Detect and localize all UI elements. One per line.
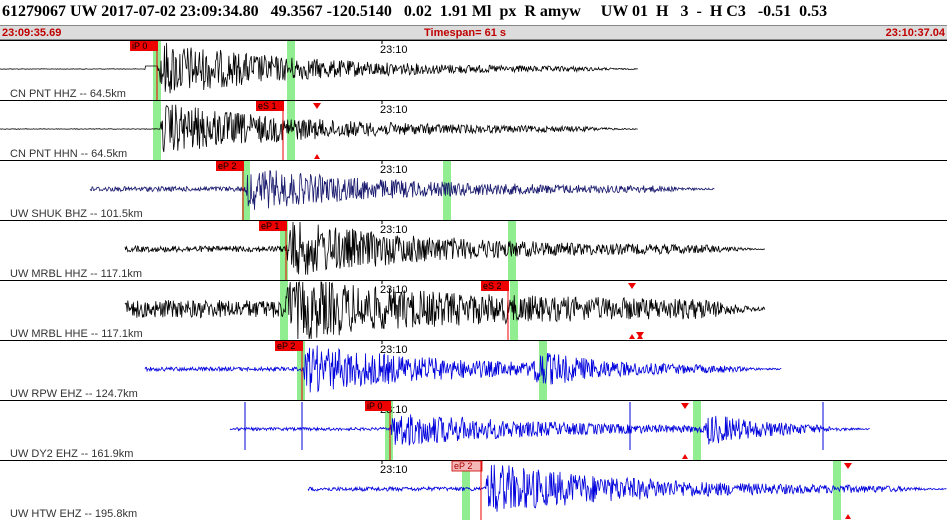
- phase-window[interactable]: [287, 101, 295, 160]
- pick-label: iP 0: [367, 401, 382, 411]
- pick-label: eS 1: [258, 101, 277, 111]
- station-label: CN PNT HHN -- 64.5km: [10, 148, 127, 160]
- arrival-marker: [637, 334, 643, 339]
- station-label: UW SHUK BHZ -- 101.5km: [10, 208, 143, 220]
- station-label: CN PNT HHZ -- 64.5km: [10, 88, 126, 100]
- trace-panel[interactable]: 23:10 iP 0 CN PNT HHZ -- 64.5km: [0, 40, 947, 101]
- phase-window[interactable]: [153, 101, 161, 160]
- phase-window[interactable]: [833, 461, 841, 520]
- arrival-marker: [628, 283, 636, 289]
- waveform[interactable]: [0, 104, 638, 153]
- pick-marker[interactable]: [365, 401, 391, 411]
- pick-label: eP 2: [277, 341, 295, 351]
- arrival-marker: [629, 334, 635, 339]
- waveform[interactable]: [0, 42, 638, 94]
- waveform[interactable]: [307, 464, 947, 512]
- pick-label: iP 0: [132, 41, 147, 51]
- time-tick-label: 23:10: [380, 344, 408, 356]
- pick-marker[interactable]: [259, 221, 287, 231]
- phase-window[interactable]: [443, 161, 451, 220]
- arrival-marker: [313, 103, 321, 109]
- trace-panel[interactable]: 23:10 eP 1 UW MRBL HHZ -- 117.1km: [0, 220, 947, 281]
- pick-marker[interactable]: [451, 460, 483, 472]
- trace-panel[interactable]: 23:10 eS 1 CN PNT HHN -- 64.5km: [0, 100, 947, 161]
- phase-window[interactable]: [280, 221, 288, 280]
- waveform[interactable]: [89, 170, 715, 210]
- end-time: 23:10:37.04: [885, 27, 945, 39]
- pick-marker[interactable]: [481, 281, 509, 291]
- pick-marker[interactable]: [256, 101, 284, 111]
- arrival-marker: [682, 454, 688, 459]
- event-header: 61279067 UW 2017-07-02 23:09:34.80 49.35…: [0, 0, 947, 40]
- pick-label: eS 2: [483, 281, 502, 291]
- time-tick-label: 23:10: [380, 104, 408, 116]
- arrival-marker: [314, 154, 320, 159]
- time-tick-label: 23:10: [380, 44, 408, 56]
- pick-marker[interactable]: [130, 41, 158, 51]
- trace-panel[interactable]: 23:10 eP 2 UW HTW EHZ -- 195.8km: [0, 460, 947, 520]
- waveform[interactable]: [229, 414, 870, 446]
- pick-marker[interactable]: [275, 341, 303, 351]
- time-bar: 23:09:35.69 Timespan= 61 s 23:10:37.04: [0, 25, 947, 40]
- pick-label: eP 2: [218, 161, 236, 171]
- station-label: UW MRBL HHE -- 117.1km: [10, 328, 143, 340]
- time-tick-label: 23:10: [380, 464, 408, 476]
- waveform[interactable]: [124, 221, 766, 275]
- arrival-marker: [681, 403, 689, 409]
- station-label: UW HTW EHZ -- 195.8km: [10, 508, 137, 520]
- trace-panel[interactable]: 23:10 eP 2 UW SHUK BHZ -- 101.5km: [0, 160, 947, 221]
- phase-window[interactable]: [462, 461, 470, 520]
- time-tick-label: 23:10: [380, 224, 408, 236]
- start-time: 23:09:35.69: [2, 27, 62, 39]
- waveform[interactable]: [124, 280, 766, 340]
- event-summary-line: 61279067 UW 2017-07-02 23:09:34.80 49.35…: [2, 3, 828, 20]
- station-label: UW RPW EHZ -- 124.7km: [10, 388, 138, 400]
- station-label: UW MRBL HHZ -- 117.1km: [10, 268, 142, 280]
- station-label: UW DY2 EHZ -- 161.9km: [10, 448, 133, 460]
- time-tick-label: 23:10: [380, 164, 408, 176]
- pick-marker[interactable]: [216, 161, 244, 171]
- arrival-marker: [845, 514, 851, 519]
- trace-panel[interactable]: 23:10 eS 2UW MRBL HHE -- 117.1km: [0, 280, 947, 341]
- pick-label: eP 1: [261, 221, 279, 231]
- timespan: Timespan= 61 s: [424, 27, 507, 39]
- waveform[interactable]: [144, 345, 782, 393]
- trace-panel[interactable]: 23:10 eP 2 UW RPW EHZ -- 124.7km: [0, 340, 947, 401]
- arrival-marker: [844, 463, 852, 469]
- pick-label: eP 2: [454, 461, 472, 471]
